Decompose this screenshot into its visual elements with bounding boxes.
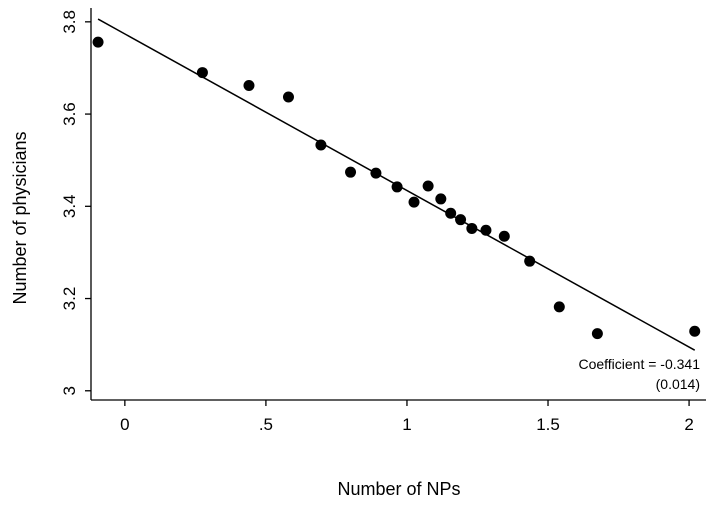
data-point [498, 230, 510, 242]
data-point [445, 207, 457, 219]
x-tick-label: 1 [402, 415, 411, 434]
data-point [435, 193, 447, 205]
data-point [689, 325, 701, 337]
data-point [315, 139, 327, 151]
x-tick-label: .5 [259, 415, 273, 434]
data-point [196, 67, 208, 79]
x-tick-label: 2 [684, 415, 693, 434]
data-point [591, 328, 603, 340]
y-tick-label: 3.8 [60, 10, 79, 34]
x-tick-label: 1.5 [536, 415, 560, 434]
x-tick-label: 0 [120, 415, 129, 434]
y-tick-label: 3.2 [60, 287, 79, 311]
y-axis-ticks: 3 3.2 3.4 3.6 3.8 [60, 10, 91, 396]
standard-error-annotation: (0.014) [656, 376, 700, 392]
data-point [524, 255, 536, 267]
y-tick-label: 3 [60, 386, 79, 395]
y-tick-label: 3.6 [60, 102, 79, 126]
data-point [92, 36, 104, 48]
data-point [282, 91, 294, 103]
data-point [455, 214, 467, 226]
y-axis-title: Number of physicians [10, 131, 30, 304]
x-axis-title: Number of NPs [337, 479, 460, 499]
data-point [370, 167, 382, 179]
coefficient-annotation: Coefficient = -0.341 [578, 356, 700, 372]
data-point [553, 301, 565, 313]
y-tick-label: 3.4 [60, 194, 79, 218]
data-point [391, 181, 403, 193]
x-axis-ticks: 0 .5 1 1.5 2 [120, 400, 694, 434]
data-point [466, 222, 478, 234]
data-points [92, 36, 701, 340]
data-point [345, 166, 357, 178]
data-point [408, 196, 420, 208]
data-point [422, 180, 434, 192]
data-point [480, 224, 492, 236]
data-point [243, 79, 255, 91]
